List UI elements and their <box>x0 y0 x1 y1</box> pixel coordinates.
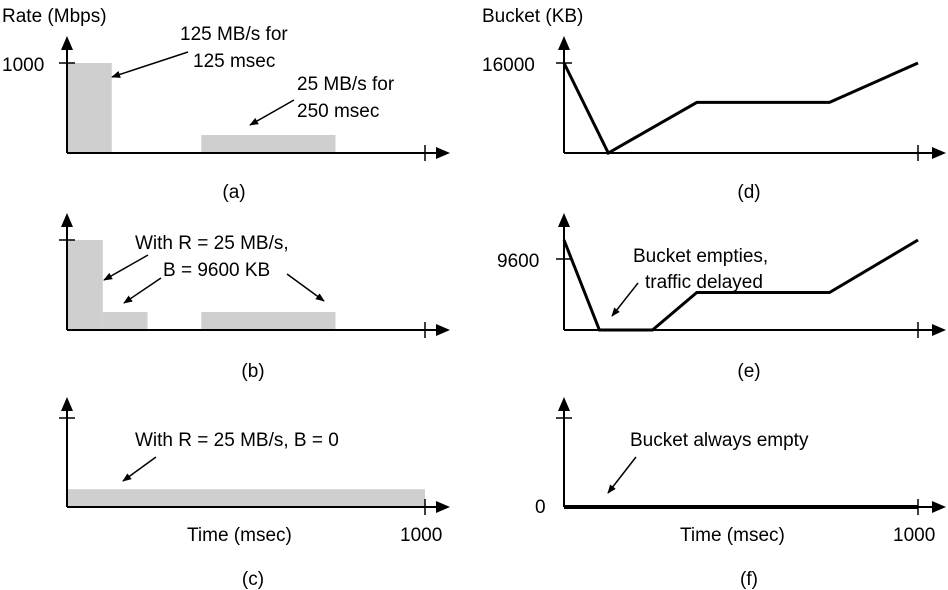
panel-e-y-tick-label: 9600 <box>497 251 539 272</box>
panel-c-bar-1 <box>67 489 425 507</box>
panel-c-caption: (c) <box>242 569 264 590</box>
panel-a-y-arrowhead <box>61 36 73 50</box>
panel-b-annotation-line-1: With R = 25 MB/s, <box>135 233 289 254</box>
panel-c: With R = 25 MB/s, B = 0 Time (msec) 1000… <box>59 397 450 590</box>
panel-e-bucket-line <box>562 238 919 332</box>
panel-b-arrow-2 <box>123 277 162 304</box>
panel-b-arrow-1 <box>103 254 149 281</box>
panel-c-annotation: With R = 25 MB/s, B = 0 <box>135 430 339 451</box>
left-x-axis-title: Time (msec) <box>187 525 292 546</box>
panel-b-x-arrowhead <box>436 324 450 336</box>
panel-b-arrow-3 <box>286 273 325 302</box>
panel-a-arrow-2 <box>249 99 295 126</box>
panel-f-caption: (f) <box>740 569 758 590</box>
panel-d-x-arrowhead <box>932 147 946 159</box>
panel-e: 9600 Bucket empties, traffic delayed (e) <box>497 213 946 382</box>
panel-c-arrow <box>122 456 157 482</box>
right-x-tick-label-1000: 1000 <box>893 525 935 546</box>
panel-a-annotation-1-line-1: 125 MB/s for <box>180 24 288 45</box>
panel-f-arrow <box>607 456 637 494</box>
panel-e-caption: (e) <box>737 361 760 382</box>
panel-b-caption: (b) <box>241 361 264 382</box>
panel-d-y-arrowhead <box>558 36 570 50</box>
panel-d-bucket-line <box>562 61 919 156</box>
panel-e-annotation-line-1: Bucket empties, <box>633 246 768 267</box>
panel-e-y-arrowhead <box>558 213 570 227</box>
panel-d: 16000 (d) <box>482 36 946 203</box>
panel-b-bar-2 <box>102 312 148 330</box>
panel-a-bar-2 <box>201 135 336 153</box>
panel-a-annotation-2-line-2: 250 msec <box>297 101 379 122</box>
panel-e-x-arrowhead <box>932 324 946 336</box>
panel-d-y-tick-label: 16000 <box>482 55 535 76</box>
panel-a-y-tick-label: 1000 <box>2 55 44 76</box>
panel-f: 0 Bucket always empty Time (msec) 1000 (… <box>535 397 946 590</box>
panel-e-arrow <box>611 282 639 317</box>
panel-a-caption: (a) <box>222 182 245 203</box>
panel-b-annotation-line-2: B = 9600 KB <box>163 260 270 281</box>
panel-f-annotation: Bucket always empty <box>630 430 809 451</box>
panel-d-caption: (d) <box>737 182 760 203</box>
panel-c-bars <box>67 489 425 507</box>
panel-a: 1000 125 MB/s for 125 msec 25 MB/s for 2… <box>2 24 450 203</box>
panel-b-y-arrowhead <box>61 213 73 227</box>
panel-a-bar-1 <box>67 63 112 153</box>
right-x-axis-title: Time (msec) <box>680 525 785 546</box>
panel-b-bar-1 <box>67 240 103 330</box>
panel-e-annotation-line-2: traffic delayed <box>645 272 763 293</box>
left-x-tick-label-1000: 1000 <box>400 525 442 546</box>
panel-c-x-arrowhead <box>436 501 450 513</box>
panel-b-bars <box>67 240 336 330</box>
left-y-axis-title: Rate (Mbps) <box>2 6 107 27</box>
panel-c-y-arrowhead <box>61 397 73 411</box>
panel-a-annotation-2-line-1: 25 MB/s for <box>297 74 395 95</box>
panel-a-bars <box>67 63 336 153</box>
panel-f-y-tick-label: 0 <box>535 497 546 518</box>
panel-a-x-arrowhead <box>436 147 450 159</box>
panel-b-bar-3 <box>201 312 336 330</box>
panel-a-annotation-1-line-2: 125 msec <box>193 51 275 72</box>
panel-f-y-arrowhead <box>558 397 570 411</box>
right-y-axis-title: Bucket (KB) <box>482 6 583 27</box>
panel-b: With R = 25 MB/s, B = 9600 KB (b) <box>59 213 450 382</box>
panel-f-x-arrowhead <box>932 501 946 513</box>
panel-a-arrow-1 <box>111 51 189 78</box>
